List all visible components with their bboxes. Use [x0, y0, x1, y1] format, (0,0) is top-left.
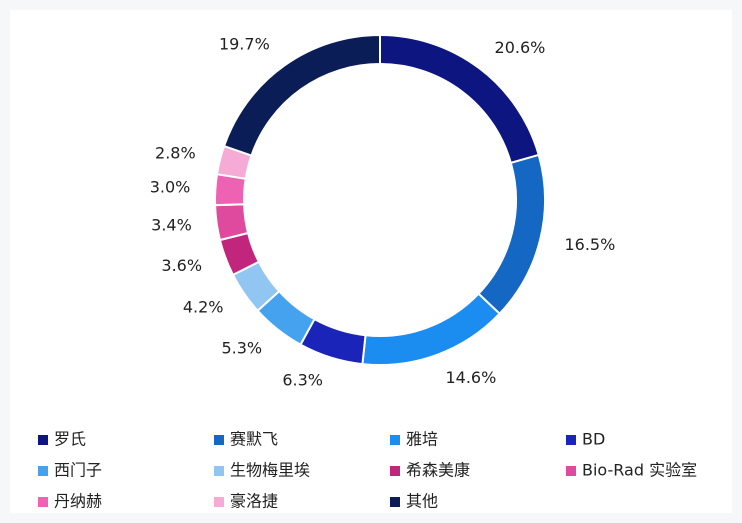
- legend-label: BD: [582, 430, 605, 449]
- legend-label: 豪洛捷: [230, 492, 278, 511]
- legend-swatch: [214, 435, 224, 445]
- legend-label: 丹纳赫: [54, 492, 102, 511]
- donut-slice: [222, 33, 381, 157]
- data-label: 16.5%: [564, 235, 615, 254]
- legend-label: 赛默飞: [230, 430, 278, 449]
- legend-swatch: [38, 466, 48, 476]
- legend-swatch: [214, 466, 224, 476]
- data-label: 2.8%: [155, 143, 196, 162]
- legend-swatch: [390, 435, 400, 445]
- data-label: 5.3%: [221, 339, 262, 358]
- legend-swatch: [38, 497, 48, 507]
- data-label: 3.6%: [161, 256, 202, 275]
- data-label: 3.0%: [150, 178, 191, 197]
- legend-swatch: [38, 435, 48, 445]
- legend-label: 希森美康: [406, 461, 470, 480]
- card: [10, 10, 732, 513]
- legend-swatch: [214, 497, 224, 507]
- legend-label: 其他: [406, 492, 438, 511]
- donut-slice: [214, 203, 250, 242]
- data-label: 3.4%: [151, 216, 192, 235]
- legend-swatch: [390, 497, 400, 507]
- legend-swatch: [566, 466, 576, 476]
- data-label: 14.6%: [445, 368, 496, 387]
- data-label: 19.7%: [219, 35, 270, 54]
- legend-label: 西门子: [54, 461, 102, 480]
- data-label: 20.6%: [495, 38, 546, 57]
- legend-label: 生物梅里埃: [230, 461, 310, 480]
- legend-swatch: [390, 466, 400, 476]
- data-label: 6.3%: [282, 371, 323, 390]
- legend-label: 雅培: [406, 430, 438, 449]
- data-label: 4.2%: [183, 297, 224, 316]
- legend-swatch: [566, 435, 576, 445]
- legend-label: 罗氏: [54, 430, 86, 449]
- legend-label: Bio-Rad 实验室: [582, 461, 697, 480]
